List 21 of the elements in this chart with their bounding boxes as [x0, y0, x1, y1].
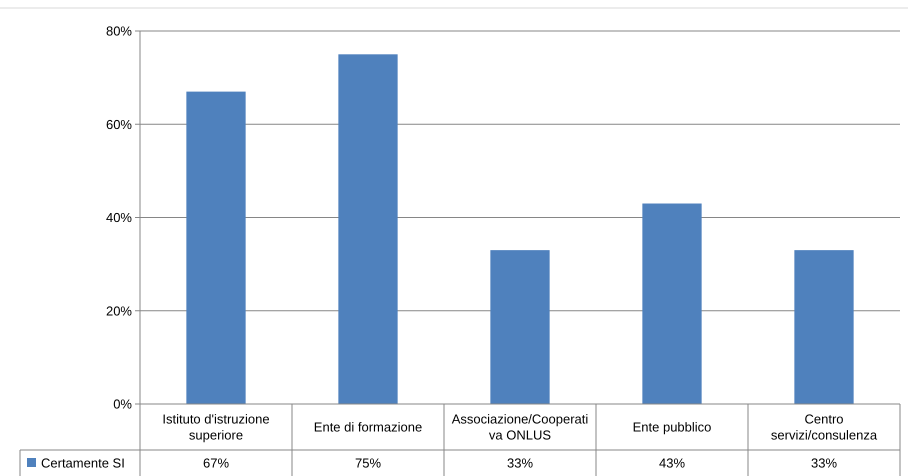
bar	[338, 54, 398, 404]
data-label: 33%	[506, 456, 534, 471]
x-tick-label: Istituto d'istruzione superiore	[162, 412, 270, 443]
data-label: 67%	[202, 456, 230, 471]
x-tick-label: Ente di formazione	[314, 420, 422, 435]
y-tick-label: 80%	[106, 24, 132, 39]
y-tick-label: 60%	[106, 116, 132, 132]
data-label: 75%	[354, 456, 382, 471]
bar	[186, 92, 246, 404]
bar	[794, 250, 854, 404]
x-tick-label: Ente pubblico	[632, 420, 712, 435]
y-tick-label: 40%	[106, 210, 132, 226]
x-tick-label: Associazione/Cooperativa ONLUS	[452, 412, 588, 443]
y-tick-label: 20%	[106, 303, 132, 318]
x-tick-label: Centro servizi/consulenza	[770, 412, 878, 443]
y-tick-label: 0%	[113, 396, 132, 412]
bar	[490, 250, 550, 404]
data-label: 33%	[810, 456, 838, 471]
bar	[642, 204, 702, 404]
data-label: 43%	[658, 456, 686, 471]
legend-label: Certamente SI	[41, 456, 125, 471]
